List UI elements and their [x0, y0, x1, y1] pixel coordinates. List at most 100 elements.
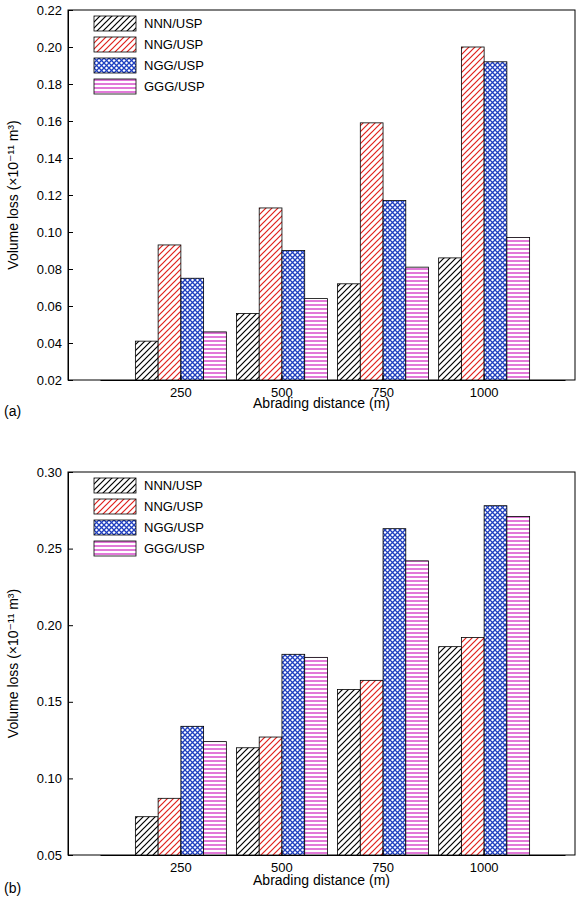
bar [360, 680, 383, 855]
legend-swatch [94, 58, 136, 73]
y-tick-mark [68, 778, 73, 779]
x-axis-title: Abrading distance (m) [253, 872, 390, 888]
legend-entry: GGG/USP [94, 541, 205, 556]
y-axis-title: Volume loss (×10⁻¹¹ m³) [5, 120, 21, 269]
bar [406, 561, 429, 855]
legend-swatch [94, 37, 136, 52]
x-tick-mark [383, 375, 384, 380]
y-tick-mark [68, 625, 73, 626]
y-tick-label: 0.06 [37, 299, 62, 314]
bar [305, 657, 328, 855]
y-tick-mark [68, 84, 73, 85]
bar [181, 726, 204, 855]
bar [360, 123, 383, 380]
y-axis-title: Volume loss (×10⁻¹¹ m³) [5, 589, 21, 738]
figure: 0.020.040.060.080.100.120.140.160.180.20… [0, 0, 584, 907]
legend-label: GGG/USP [144, 79, 205, 94]
legend-swatch [94, 499, 136, 514]
bar [484, 506, 507, 855]
y-tick: 0.18 [37, 77, 73, 92]
x-tick-mark [281, 375, 282, 380]
y-tick-mark [68, 380, 73, 381]
bar [282, 251, 305, 381]
y-tick-mark [68, 472, 73, 473]
y-tick-label: 0.02 [37, 373, 62, 388]
y-tick-label: 0.12 [37, 188, 62, 203]
bar [507, 238, 530, 380]
y-tick-label: 0.22 [37, 3, 62, 18]
chart-panel: 0.020.040.060.080.100.120.140.160.180.20… [4, 3, 575, 419]
x-tick-mark [484, 850, 485, 855]
x-tick: 1000 [470, 375, 499, 400]
bars [135, 47, 529, 380]
y-tick-mark [68, 10, 73, 11]
x-tick-label: 1000 [470, 860, 499, 875]
y-tick: 0.14 [37, 151, 73, 166]
panel-label: (a) [4, 403, 21, 419]
y-tick: 0.08 [37, 262, 73, 277]
legend: NNN/USPNNG/USPNGG/USPGGG/USP [94, 16, 205, 94]
legend-label: NNG/USP [144, 499, 203, 514]
bar [181, 278, 204, 380]
legend-entry: NNN/USP [94, 478, 203, 493]
bar [259, 737, 282, 855]
x-tick: 250 [170, 375, 192, 400]
bar [158, 245, 181, 380]
bar [204, 742, 227, 855]
y-tick-mark [68, 549, 73, 550]
y-tick-label: 0.20 [37, 618, 62, 633]
legend-entry: GGG/USP [94, 79, 205, 94]
bar [282, 654, 305, 855]
y-tick-mark [68, 121, 73, 122]
y-tick-label: 0.20 [37, 40, 62, 55]
bar [236, 313, 259, 380]
y-tick-mark [68, 702, 73, 703]
legend-entry: NGG/USP [94, 520, 204, 535]
y-tick-mark [68, 195, 73, 196]
y-tick-label: 0.08 [37, 262, 62, 277]
y-tick-mark [68, 47, 73, 48]
legend-label: NNN/USP [144, 478, 203, 493]
x-tick-mark [180, 850, 181, 855]
y-tick-mark [68, 158, 73, 159]
legend-swatch [94, 520, 136, 535]
y-tick: 0.20 [37, 40, 73, 55]
y-tick-label: 0.30 [37, 465, 62, 480]
panel-label: (b) [4, 880, 21, 896]
y-tick: 0.30 [37, 465, 73, 480]
legend-swatch [94, 16, 136, 31]
y-tick-label: 0.05 [37, 848, 62, 863]
x-tick-mark [383, 850, 384, 855]
y-tick-label: 0.10 [37, 771, 62, 786]
bar [305, 299, 328, 380]
x-tick-mark [281, 850, 282, 855]
bar [158, 798, 181, 855]
legend-swatch [94, 79, 136, 94]
bar [259, 208, 282, 380]
plot-frame [68, 472, 575, 855]
legend-entry: NNG/USP [94, 499, 203, 514]
y-axis: 0.020.040.060.080.100.120.140.160.180.20… [37, 3, 73, 388]
legend: NNN/USP NNG/USP NGG/USP GGG/USP [94, 478, 205, 556]
x-tick-mark [484, 375, 485, 380]
y-tick: 0.16 [37, 114, 73, 129]
bar [338, 284, 361, 380]
y-tick: 0.20 [37, 618, 73, 633]
legend-label: NNG/USP [144, 37, 203, 52]
bar [461, 637, 484, 855]
y-tick: 0.10 [37, 225, 73, 240]
x-tick-label: 1000 [470, 385, 499, 400]
y-axis-line [68, 473, 69, 856]
legend-label: NNN/USP [144, 16, 203, 31]
y-tick-mark [68, 343, 73, 344]
bar [484, 62, 507, 380]
x-tick-mark [180, 375, 181, 380]
bar [439, 258, 462, 380]
y-tick: 0.05 [37, 848, 73, 863]
y-tick-mark [68, 269, 73, 270]
y-tick: 0.25 [37, 541, 73, 556]
y-axis: 0.05 0.10 0.15 0.20 0.25 0.30 [37, 465, 73, 863]
y-tick-label: 0.15 [37, 694, 62, 709]
legend-label: NGG/USP [144, 520, 204, 535]
y-tick-label: 0.18 [37, 77, 62, 92]
